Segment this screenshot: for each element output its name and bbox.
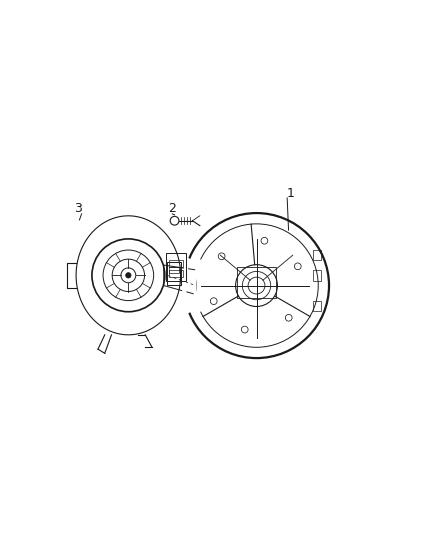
- Bar: [166, 253, 186, 281]
- Circle shape: [126, 272, 131, 278]
- Text: 2: 2: [168, 202, 176, 215]
- Bar: [313, 270, 321, 280]
- Bar: [169, 260, 184, 267]
- Text: 1: 1: [286, 187, 294, 200]
- Bar: [167, 262, 180, 285]
- Bar: [237, 268, 276, 298]
- Bar: [169, 267, 179, 273]
- Bar: [169, 270, 184, 277]
- Text: 3: 3: [74, 202, 82, 215]
- Bar: [313, 250, 321, 260]
- Bar: [313, 301, 321, 311]
